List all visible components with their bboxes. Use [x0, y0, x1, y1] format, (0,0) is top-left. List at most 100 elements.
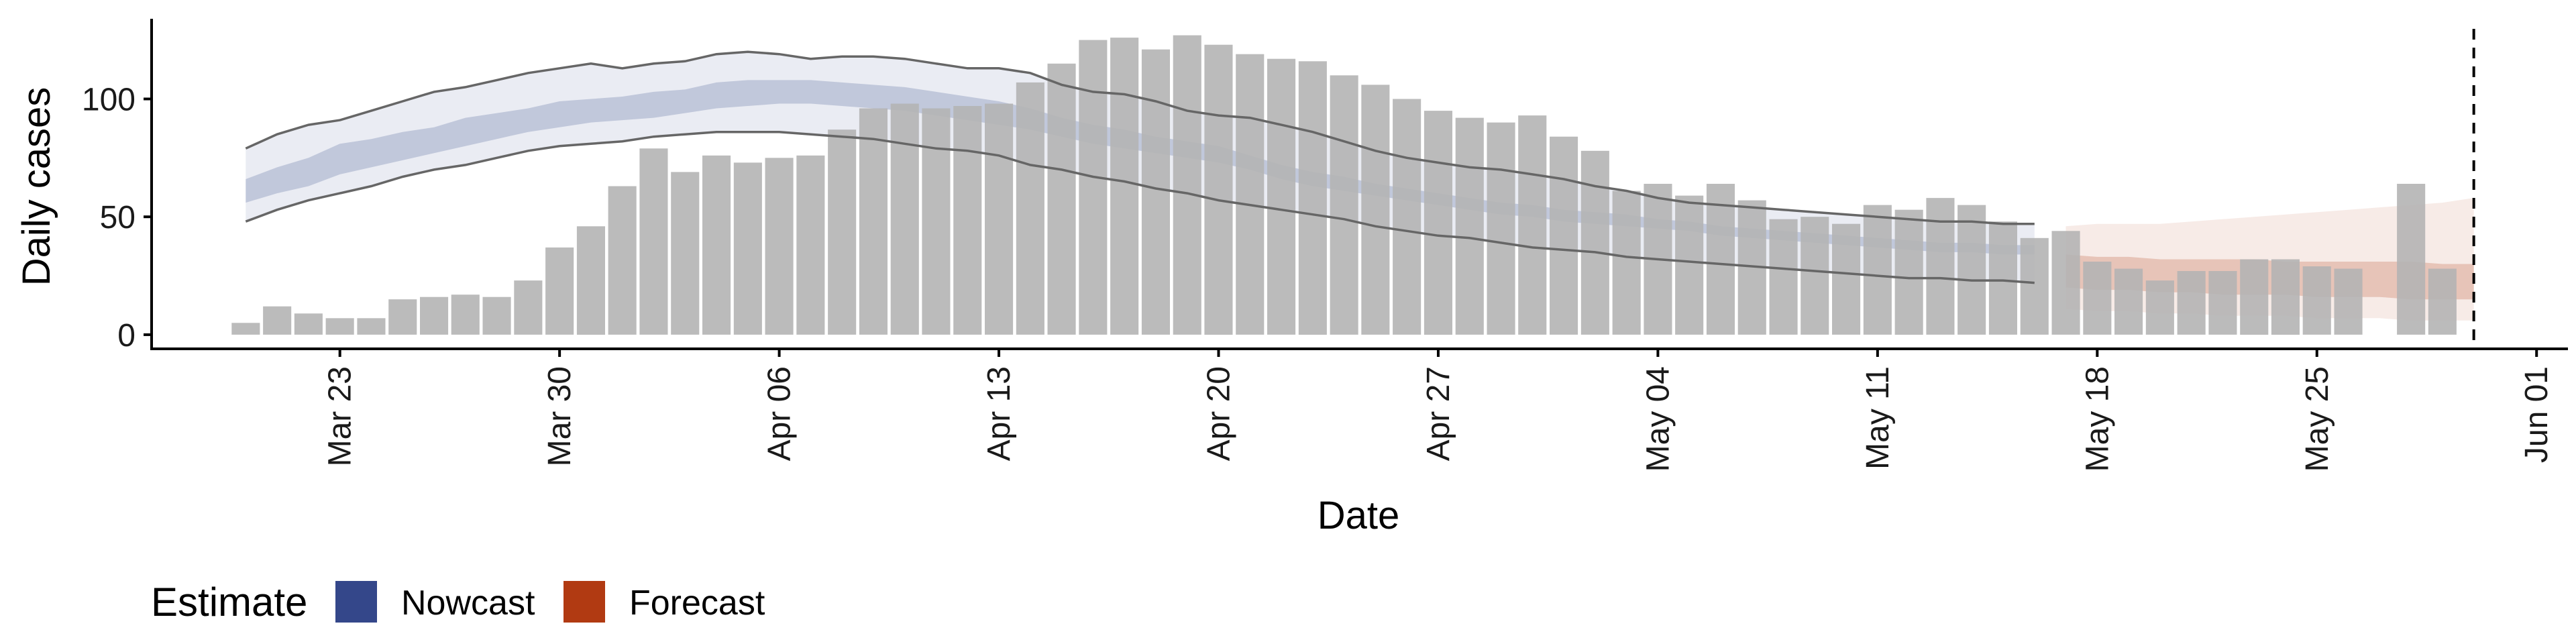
x-tick-label-5: Apr 27 [1421, 366, 1456, 461]
case-bar-2020-03-20 [231, 323, 260, 335]
legend: Estimate Nowcast Forecast [151, 580, 765, 625]
case-bar-2020-05-24 [2271, 259, 2300, 335]
case-bar-2020-05-10 [1832, 223, 1861, 335]
x-tick-label-3: Apr 13 [981, 366, 1017, 461]
legend-swatch-forecast [564, 581, 605, 623]
y-tick-label-50: 50 [100, 200, 136, 235]
case-bar-2020-05-20 [2145, 280, 2174, 335]
legend-label-nowcast: Nowcast [401, 584, 535, 623]
x-tick-label-1: Mar 30 [542, 366, 578, 466]
case-bar-2020-05-23 [2240, 259, 2269, 335]
case-bar-2020-05-06 [1706, 184, 1735, 335]
y-tick-label-100: 100 [82, 82, 136, 117]
case-bar-2020-03-25 [388, 299, 417, 335]
nowcast-outer-band [246, 52, 2035, 283]
case-bar-2020-05-14 [1957, 205, 1986, 335]
case-bar-2020-03-29 [514, 280, 543, 335]
case-bar-2020-05-17 [2051, 231, 2080, 335]
nowcast-lower-bound-line [245, 130, 2035, 284]
case-bar-2020-04-03 [671, 172, 700, 335]
case-bar-2020-05-09 [1801, 217, 1829, 335]
x-tick-label-4: Apr 20 [1201, 366, 1237, 461]
case-bar-2020-04-04 [702, 155, 731, 335]
case-bar-2020-04-22 [1267, 58, 1296, 335]
case-bar-2020-04-16 [1079, 40, 1108, 335]
x-axis-title: Date [1318, 494, 1400, 537]
case-bar-2020-05-03 [1612, 191, 1641, 335]
case-bar-2020-04-17 [1110, 38, 1139, 335]
case-bar-2020-04-01 [608, 186, 637, 335]
case-bar-2020-04-20 [1204, 44, 1233, 335]
case-bar-2020-05-26 [2334, 268, 2363, 335]
case-bar-2020-03-21 [263, 306, 292, 335]
case-bar-2020-04-13 [985, 103, 1014, 335]
case-bar-2020-04-24 [1330, 75, 1358, 335]
case-bar-2020-05-18 [2083, 262, 2112, 335]
case-bar-2020-05-02 [1580, 150, 1609, 335]
y-tick-label-0: 0 [117, 318, 136, 354]
case-bar-2020-05-25 [2302, 266, 2331, 335]
interval-bound-lines [245, 50, 2035, 284]
case-bar-2020-04-09 [859, 108, 888, 335]
case-bar-2020-04-23 [1298, 61, 1327, 335]
case-bar-2020-04-14 [1016, 82, 1044, 335]
case-bar-2020-04-05 [733, 162, 762, 335]
x-tick-label-0: Mar 23 [323, 366, 358, 466]
case-bar-2020-04-11 [922, 108, 951, 335]
case-bar-2020-04-06 [765, 158, 794, 335]
legend-swatch-nowcast [335, 581, 377, 623]
case-bar-2020-04-25 [1361, 85, 1390, 335]
case-bar-2020-05-08 [1769, 219, 1798, 335]
case-bar-2020-05-29 [2428, 268, 2457, 335]
x-tick-label-2: Apr 06 [762, 366, 798, 461]
case-bar-2020-05-16 [2020, 237, 2049, 335]
y-axis-ticks: 0 50 100 [82, 82, 152, 354]
case-bar-2020-03-22 [294, 313, 323, 335]
x-tick-label-7: May 11 [1860, 366, 1896, 470]
axes: 0 50 100 Mar 23 Mar 30 Apr 06 Apr 13 Apr 20 Apr… [82, 19, 2568, 472]
case-bar-2020-05-15 [1988, 221, 2017, 335]
case-bar-2020-04-18 [1141, 49, 1170, 335]
case-bar-2020-03-28 [482, 297, 511, 335]
x-tick-label-6: May 04 [1640, 366, 1676, 472]
legend-title: Estimate [151, 580, 307, 625]
case-bar-2020-05-28 [2397, 184, 2426, 335]
case-bar-2020-03-24 [357, 318, 386, 335]
x-tick-label-10: Jun 01 [2519, 366, 2555, 463]
case-bar-2020-04-12 [953, 106, 982, 335]
case-bar-2020-04-27 [1424, 111, 1452, 335]
case-bar-2020-05-01 [1550, 136, 1578, 335]
case-bar-2020-04-19 [1173, 35, 1201, 335]
case-bar-2020-03-26 [420, 297, 449, 335]
case-bar-2020-04-26 [1393, 99, 1421, 335]
case-bar-2020-03-30 [545, 247, 574, 335]
case-bar-2020-05-11 [1863, 205, 1892, 335]
case-bar-2020-04-28 [1455, 117, 1484, 335]
case-bar-2020-04-15 [1047, 63, 1076, 335]
case-bar-2020-04-10 [890, 103, 919, 335]
case-bar-2020-03-23 [325, 318, 354, 335]
case-bar-2020-04-30 [1518, 115, 1547, 335]
case-bar-2020-04-29 [1487, 122, 1515, 335]
case-bar-2020-05-19 [2114, 268, 2143, 335]
legend-label-forecast: Forecast [629, 584, 765, 623]
x-axis-ticks: Mar 23 Mar 30 Apr 06 Apr 13 Apr 20 Apr 27 May … [323, 349, 2555, 472]
nowcast-ribbons [246, 52, 2035, 283]
case-bar-2020-04-08 [828, 129, 857, 335]
y-axis-title: Daily cases [15, 87, 58, 286]
case-bar-2020-05-13 [1926, 198, 1955, 335]
case-bar-2020-05-12 [1894, 209, 1923, 335]
case-bar-2020-03-27 [451, 294, 480, 335]
case-bar-2020-03-31 [576, 226, 605, 335]
case-bar-2020-04-07 [796, 155, 825, 335]
case-bar-2020-04-02 [639, 148, 668, 335]
case-bar-2020-05-05 [1675, 195, 1704, 335]
nowcast-upper-bound-line [245, 50, 2035, 225]
case-bar-2020-05-21 [2177, 271, 2206, 335]
x-tick-label-9: May 25 [2300, 366, 2335, 472]
case-bar-2020-04-21 [1236, 54, 1265, 335]
x-tick-label-8: May 18 [2080, 366, 2115, 472]
case-bar-2020-05-22 [2208, 271, 2237, 335]
